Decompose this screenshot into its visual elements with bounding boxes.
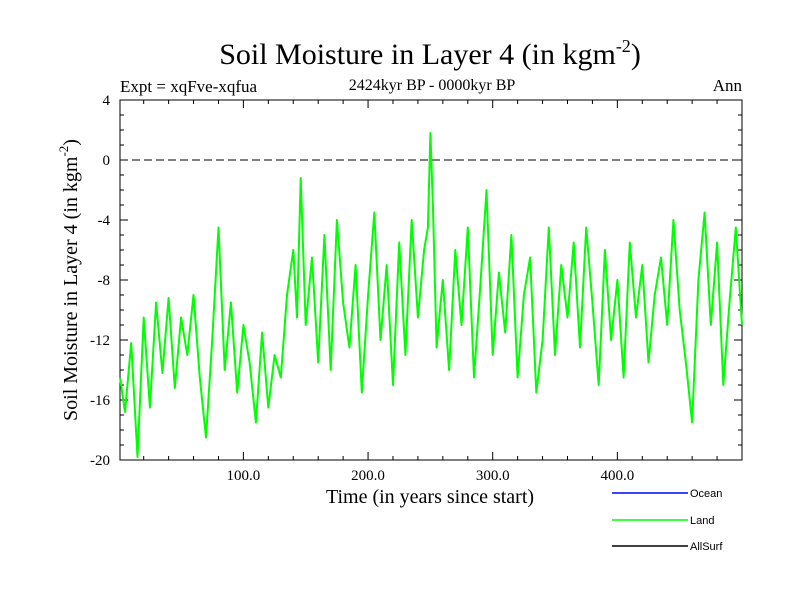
legend-label-ocean: Ocean [690, 488, 722, 500]
axis-tick-labels: 100.0 200.0 300.0 400.0 4 0 -4 -8 -12 -16 -20 [90, 93, 634, 484]
x-tick-label: 300.0 [476, 468, 510, 484]
y-tick-label: -4 [98, 213, 111, 229]
legend: Ocean Land AllSurf [612, 488, 723, 553]
series-line-land [119, 132, 743, 458]
y-tick-label: -12 [90, 333, 110, 349]
series-group [119, 132, 743, 458]
legend-label-land: Land [690, 515, 714, 527]
season-label: Ann [713, 76, 743, 95]
x-tick-label: 400.0 [600, 468, 634, 484]
y-tick-label: 0 [103, 153, 111, 169]
chart-subtitle: 2424kyr BP - 0000kyr BP [349, 77, 516, 94]
x-tick-label: 100.0 [227, 468, 261, 484]
y-tick-label: -20 [90, 453, 110, 469]
y-tick-label: -16 [90, 393, 110, 409]
y-tick-label: 4 [103, 93, 111, 109]
y-tick-label: -8 [98, 273, 111, 289]
experiment-label: Expt = xqFve-xqfua [120, 77, 258, 96]
plot-area: 100.0 200.0 300.0 400.0 4 0 -4 -8 -12 -16 -20 [90, 93, 743, 484]
legend-label-allsurf: AllSurf [690, 541, 723, 553]
axis-ticks [120, 99, 742, 461]
chart-title: Soil Moisture in Layer 4 (in kgm-2) [219, 36, 641, 71]
x-tick-label: 200.0 [351, 468, 385, 484]
y-axis-label: Soil Moisture in Layer 4 (in kgm-2) [56, 139, 82, 421]
x-axis-label: Time (in years since start) [326, 486, 534, 508]
